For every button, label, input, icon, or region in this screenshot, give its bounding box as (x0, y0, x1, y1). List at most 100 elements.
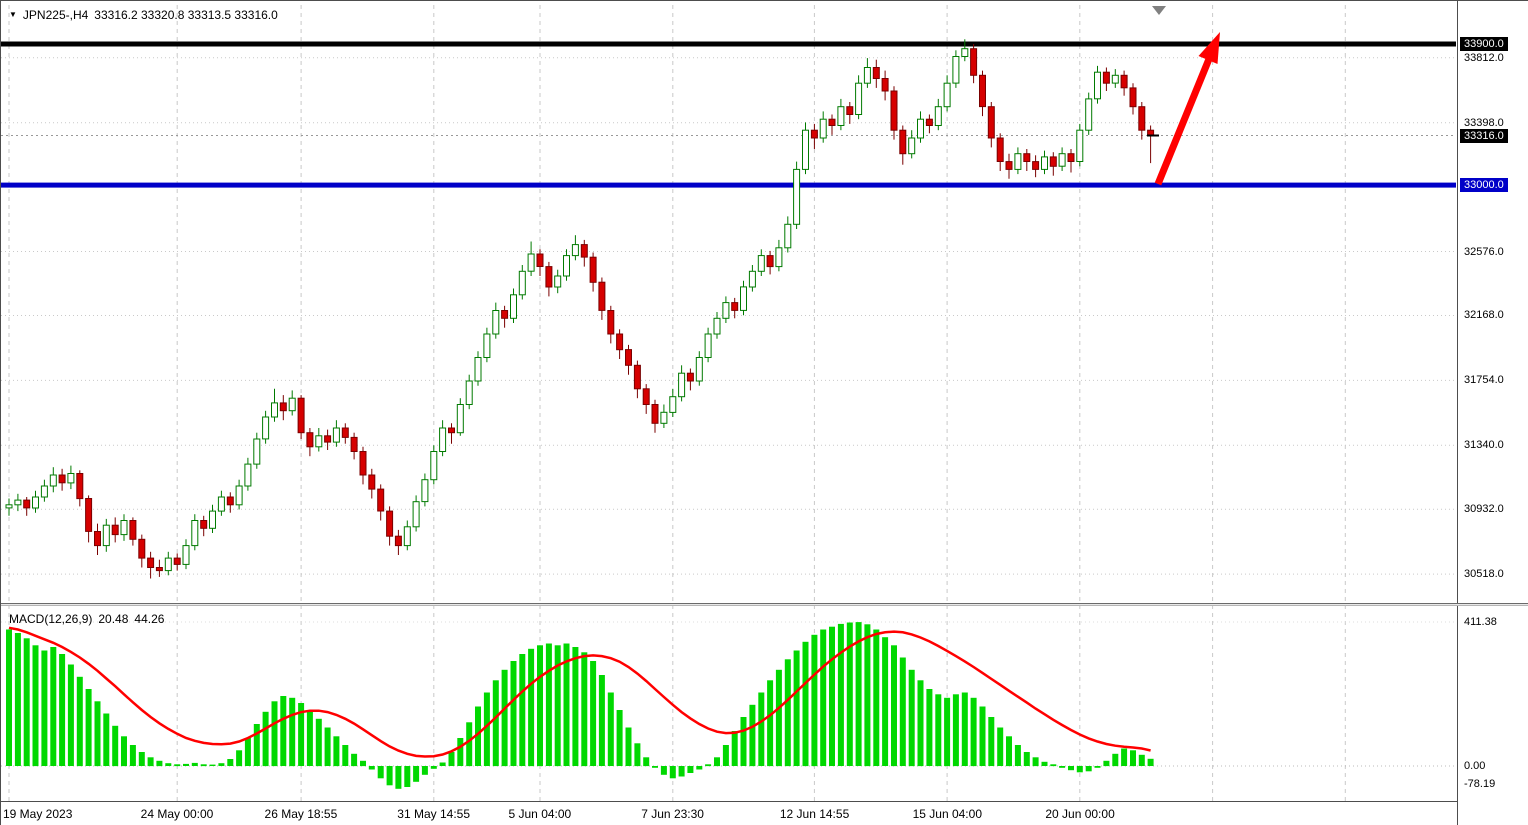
macd-histogram-bar (749, 704, 756, 767)
macd-histogram-bar (23, 638, 30, 767)
macd-histogram-bar (687, 766, 694, 773)
candle-body (1014, 153, 1022, 170)
candle-body (14, 499, 22, 506)
candle-body (740, 286, 747, 311)
macd-histogram-bar (829, 626, 835, 766)
candle-body (102, 524, 110, 547)
candle-body (271, 402, 278, 418)
macd-histogram-bar (439, 762, 446, 766)
candle-body (359, 451, 367, 476)
candle-body (412, 501, 420, 528)
candle-body (1094, 71, 1101, 100)
candle-body (209, 510, 216, 529)
candle-body (182, 545, 190, 565)
macd-histogram-bar (846, 622, 853, 766)
macd-histogram-bar (6, 629, 12, 766)
candle-body (23, 499, 31, 509)
trend-arrow-shaft[interactable] (1154, 57, 1213, 186)
macd-histogram-bar (457, 738, 464, 766)
candle-body (837, 106, 845, 126)
macd-histogram-bar (306, 710, 313, 766)
candle-body (474, 357, 482, 382)
price-axis[interactable]: 33812.0 33398.0 32576.0 32168.0 31754.0 31340… (1457, 1, 1528, 825)
support-line[interactable] (1, 182, 1456, 188)
macd-histogram-bar (1112, 753, 1119, 767)
candle-body (1102, 71, 1110, 84)
macd-histogram-bar (767, 680, 774, 767)
macd-histogram-bar (528, 648, 535, 767)
macd-histogram-bar (1041, 761, 1048, 766)
candle-body (598, 281, 606, 311)
trend-arrow-head[interactable] (1198, 32, 1221, 64)
candle-body (173, 557, 181, 565)
price-axis-label: 31754.0 (1464, 374, 1504, 387)
macd-histogram-bar (820, 629, 827, 766)
candle-body (846, 106, 854, 115)
candle-body (1041, 156, 1048, 170)
macd-value: 20.48 (98, 612, 129, 626)
candle-body (386, 510, 394, 537)
macd-histogram-bar (802, 641, 809, 767)
macd-histogram-bar (200, 764, 207, 767)
macd-histogram-bar (271, 701, 278, 767)
price-axis-label: 33398.0 (1464, 116, 1504, 129)
candle-body (651, 404, 659, 424)
macd-histogram-bar (121, 736, 127, 767)
macd-histogram-bar (492, 680, 499, 767)
macd-histogram-bar (209, 764, 216, 766)
candle-body (1085, 98, 1093, 131)
macd-histogram-bar (1068, 766, 1074, 771)
time-axis[interactable]: 19 May 2023 24 May 00:00 26 May 18:55 31 Ma… (1, 801, 1457, 825)
macd-histogram-bar (864, 624, 871, 767)
candle-body (872, 67, 880, 79)
macd-histogram-bar (1121, 748, 1128, 766)
candle-body (925, 118, 933, 126)
macd-histogram-bar (537, 645, 543, 767)
macd-histogram-bar (1085, 766, 1092, 772)
macd-histogram-bar (660, 766, 667, 775)
macd-histogram-bar (970, 697, 977, 767)
candle-body (350, 436, 358, 452)
resistance-line[interactable] (1, 41, 1456, 47)
macd-histogram-bar (572, 647, 579, 766)
candle-body (306, 432, 314, 448)
candle-body (819, 118, 827, 139)
candle-body (704, 333, 712, 358)
candle-body (802, 129, 809, 170)
macd-histogram-bar (1023, 752, 1030, 766)
macd-histogram-bar (183, 763, 189, 766)
macd-histogram-bar (944, 697, 951, 767)
candle-body (810, 129, 818, 139)
macd-histogram-bar (873, 629, 880, 766)
candle-body (1049, 156, 1057, 167)
macd-indicator-label: MACD(12,26,9) 20.48 44.26 (9, 612, 170, 626)
macd-histogram-bar (289, 697, 296, 767)
candle-body (633, 364, 641, 390)
time-axis-label: 7 Jun 23:30 (641, 807, 704, 821)
macd-histogram-bar (899, 657, 906, 766)
macd-histogram-bar (483, 692, 490, 766)
macd-histogram-bar (94, 701, 101, 767)
macd-histogram-bar (76, 676, 83, 767)
candle-body (1023, 153, 1031, 162)
candle-body (793, 168, 801, 225)
time-axis-label: 15 Jun 04:00 (912, 807, 982, 821)
price-axis-label: 30932.0 (1464, 503, 1504, 516)
macd-histogram-bar (793, 650, 800, 766)
time-axis-label: 31 May 14:55 (397, 807, 471, 821)
macd-histogram-bar (917, 680, 924, 767)
candle-body (164, 557, 172, 572)
macd-histogram-bar (147, 757, 154, 767)
macd-signal-line (8, 626, 1151, 758)
candle-body (1129, 87, 1137, 108)
candle-body (1032, 161, 1040, 170)
macd-histogram-bar (333, 736, 340, 767)
macd-histogram-bar (59, 654, 66, 766)
macd-histogram-bar (430, 766, 437, 769)
candle-body (616, 333, 624, 351)
panel-separator[interactable] (1, 603, 1528, 606)
candle-body (324, 435, 332, 443)
candle-body (200, 520, 208, 529)
macd-histogram-bar (14, 633, 21, 766)
